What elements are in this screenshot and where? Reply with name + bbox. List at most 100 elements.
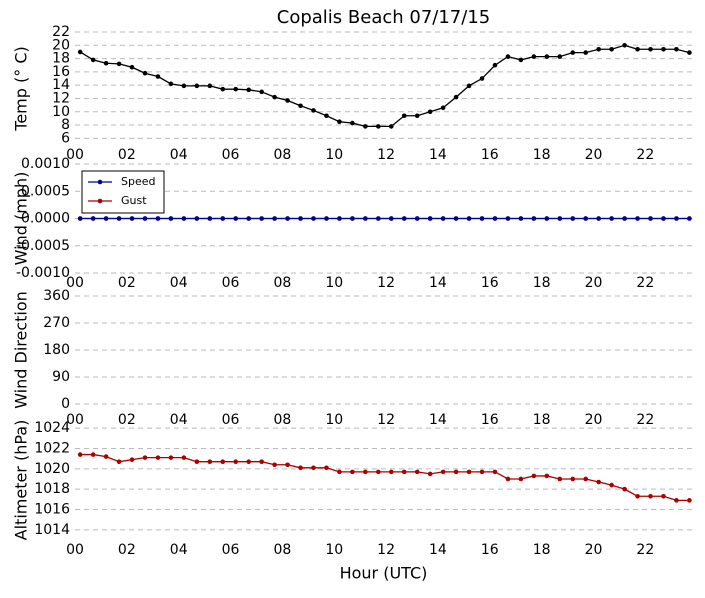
data-point (77, 216, 83, 221)
data-point (220, 459, 226, 464)
data-point (246, 87, 251, 93)
x-tick-label: 22 (636, 275, 654, 291)
data-point (648, 46, 653, 52)
data-point (479, 216, 485, 221)
data-point (168, 455, 174, 460)
x-tick-label: 06 (222, 412, 240, 428)
x-tick-label: 10 (325, 275, 343, 291)
data-point (181, 455, 187, 460)
data-point (168, 216, 174, 221)
data-point (103, 60, 109, 66)
y-tick-label: 1014 (34, 522, 70, 538)
data-point (583, 50, 589, 55)
data-point (531, 216, 537, 221)
data-point (531, 54, 537, 59)
data-point (142, 455, 148, 460)
data-point (388, 469, 394, 475)
x-tick-label: 02 (118, 147, 136, 163)
y-tick-label: 360 (43, 288, 70, 304)
data-point (129, 216, 135, 221)
data-point (440, 469, 446, 475)
data-point (142, 70, 148, 76)
data-point (609, 216, 614, 221)
data-point (363, 469, 368, 475)
x-tick-label: 00 (66, 275, 84, 291)
x-tick-label: 06 (222, 275, 240, 291)
data-point (661, 46, 666, 52)
data-point (168, 81, 174, 87)
data-point (376, 124, 381, 129)
data-point (90, 452, 96, 457)
x-tick-label: 22 (636, 147, 654, 163)
data-point (116, 459, 122, 464)
data-point (674, 498, 679, 503)
data-point (311, 216, 316, 221)
data-point (337, 216, 342, 221)
data-point (90, 57, 96, 63)
data-point (350, 120, 355, 126)
legend-label: Speed (121, 175, 155, 188)
data-point (414, 113, 420, 119)
x-tick-label: 00 (66, 542, 84, 558)
data-point (427, 216, 433, 221)
x-tick-label: 18 (533, 147, 551, 163)
data-point (622, 486, 627, 492)
x-tick-label: 18 (533, 275, 551, 291)
x-tick-label: 16 (481, 147, 499, 163)
data-point (376, 216, 381, 221)
data-point (635, 216, 640, 221)
data-point (388, 124, 394, 129)
data-point (194, 216, 200, 221)
y-tick-label: 0.0005 (21, 183, 70, 199)
y-tick-label: -0.0010 (16, 265, 70, 281)
x-tick-label: 12 (377, 542, 395, 558)
data-point (609, 46, 614, 52)
x-tick-label: 08 (273, 542, 291, 558)
y-tick-label: 90 (52, 369, 70, 385)
x-tick-label: 12 (377, 275, 395, 291)
data-point (635, 46, 640, 52)
data-point (440, 216, 446, 221)
data-point (674, 216, 679, 221)
data-point (233, 459, 239, 464)
x-tick-label: 04 (170, 147, 188, 163)
x-tick-label: 16 (481, 275, 499, 291)
data-point (116, 61, 122, 67)
x-tick-label: 12 (377, 412, 395, 428)
y-tick-label: 1018 (34, 481, 70, 497)
data-point (518, 216, 524, 221)
data-point (259, 89, 264, 95)
data-point (272, 94, 277, 100)
data-point (492, 62, 498, 68)
data-point (142, 216, 148, 221)
data-line (80, 453, 690, 501)
x-tick-label: 10 (325, 412, 343, 428)
data-point (557, 54, 563, 59)
x-tick-label: 10 (325, 147, 343, 163)
data-point (246, 216, 251, 221)
y-tick-label: 0.0000 (21, 211, 70, 227)
y-tick-label: 20 (52, 37, 70, 53)
x-tick-label: 08 (273, 412, 291, 428)
data-point (583, 476, 589, 482)
data-point (648, 493, 653, 499)
x-tick-label: 20 (585, 275, 603, 291)
data-point (233, 86, 239, 92)
data-point (285, 98, 290, 103)
x-tick-label: 06 (222, 542, 240, 558)
data-point (401, 113, 407, 119)
data-point (544, 473, 550, 479)
data-point (518, 476, 524, 482)
legend-box (81, 170, 165, 214)
x-tick-label: 02 (118, 542, 136, 558)
data-point (453, 469, 459, 475)
data-point (298, 103, 303, 109)
y-tick-label: 8 (61, 117, 70, 133)
data-point (324, 465, 329, 471)
data-point (492, 216, 498, 221)
data-point (194, 83, 200, 89)
data-point (324, 113, 329, 119)
x-tick-label: 22 (636, 412, 654, 428)
data-point (77, 49, 83, 55)
